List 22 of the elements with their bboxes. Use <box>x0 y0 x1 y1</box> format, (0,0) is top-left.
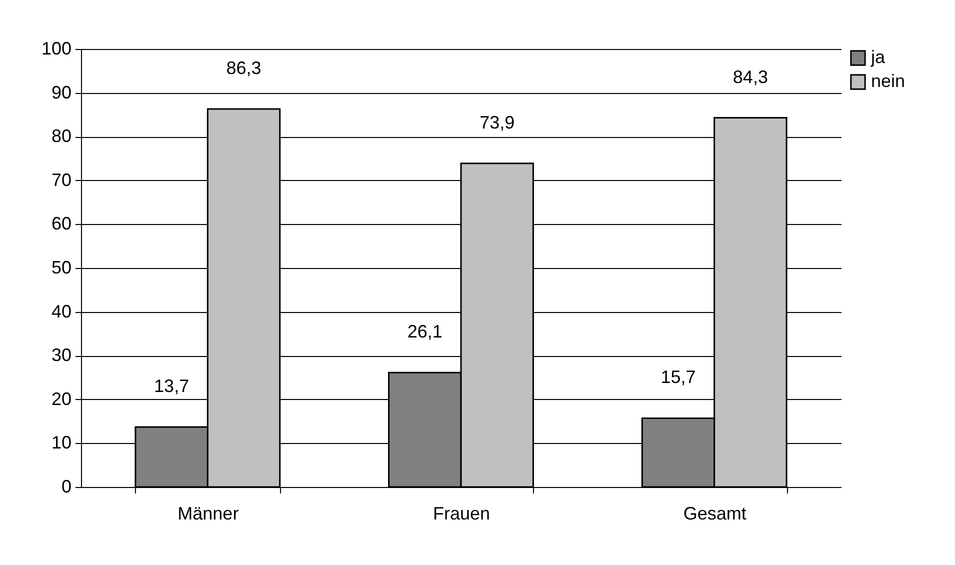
data-label: 86,3 <box>226 58 262 78</box>
data-label: 84,3 <box>732 66 768 87</box>
data-label: 73,9 <box>480 112 515 132</box>
legend-label: ja <box>870 47 886 67</box>
y-tick-label: 90 <box>51 82 72 102</box>
y-tick-label: 60 <box>51 214 72 234</box>
y-tick-label: 100 <box>41 38 72 58</box>
y-tick-label: 80 <box>51 126 72 146</box>
y-tick-label: 50 <box>51 258 72 278</box>
y-tick-label: 20 <box>51 388 72 409</box>
y-tick-label: 10 <box>51 432 72 453</box>
legend-label: nein <box>871 71 906 91</box>
data-label: 15,7 <box>660 367 696 388</box>
y-tick-label: 70 <box>51 170 72 190</box>
data-label: 26,1 <box>407 322 442 342</box>
y-tick-label: 0 <box>61 476 72 496</box>
x-tick-label: Männer <box>178 504 239 524</box>
y-tick-label: 30 <box>51 345 72 366</box>
x-tick-label: Gesamt <box>683 504 746 524</box>
x-tick-label: Frauen <box>432 504 490 524</box>
data-label: 13,7 <box>154 376 190 396</box>
y-tick-label: 40 <box>51 301 72 322</box>
